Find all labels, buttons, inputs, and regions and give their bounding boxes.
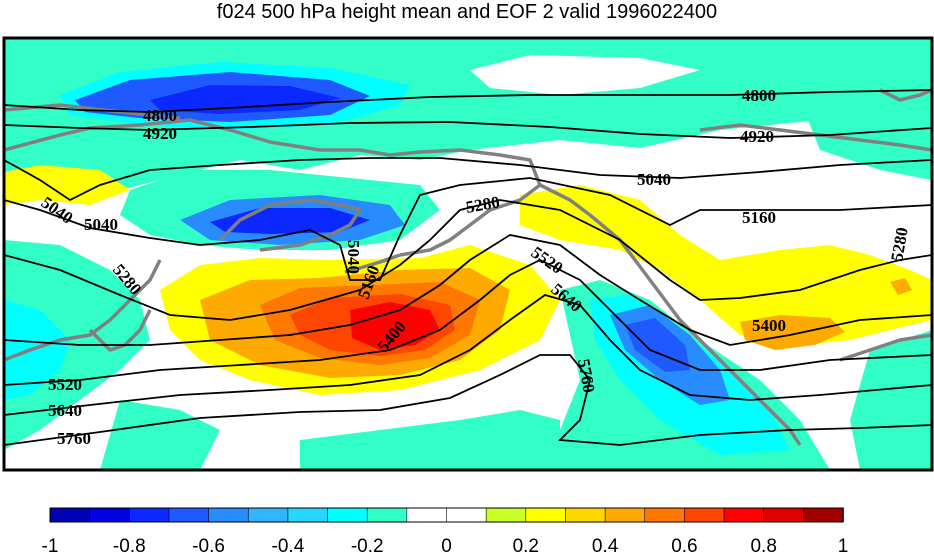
contour-5760 <box>4 354 932 446</box>
label-5760-west: 5760 <box>57 429 91 448</box>
colorbar-swatch <box>644 507 686 523</box>
colorbar-swatch <box>208 507 250 523</box>
colorbar-swatch <box>565 507 606 523</box>
contour-5400 <box>4 234 932 346</box>
shade-cyan-sw-2 <box>100 400 220 470</box>
colorbar: -1 -0.8 -0.6 -0.4 -0.2 0 0.2 0.4 0.6 0.8 1 <box>42 507 849 557</box>
label-5400-east: 5400 <box>752 316 786 335</box>
colorbar-tick-label: 1 <box>838 536 849 557</box>
colorbar-tick-label: 0.4 <box>592 536 619 557</box>
label-4800-west: 4800 <box>143 106 177 125</box>
contour-5280 <box>4 199 932 321</box>
colorbar-swatches <box>49 507 844 523</box>
colorbar-swatch <box>247 507 289 523</box>
colorbar-swatch <box>485 507 527 523</box>
label-5520-west: 5520 <box>48 375 82 394</box>
contour-5040 <box>4 157 932 202</box>
label-5160-east: 5160 <box>742 208 776 227</box>
coastline-se-us <box>839 333 932 362</box>
shade-cyan-east <box>850 330 932 470</box>
coastline-north-america <box>539 183 802 446</box>
colorbar-swatch <box>723 507 765 523</box>
colorbar-swatch <box>366 507 408 523</box>
colorbar-tick-label: -0.6 <box>192 536 225 557</box>
label-5040-east: 5040 <box>637 170 671 189</box>
label-4800-east: 4800 <box>742 86 776 105</box>
colorbar-swatch <box>49 507 91 523</box>
contour-5160 <box>4 177 932 281</box>
colorbar-tick-label: 0.6 <box>671 536 697 557</box>
shade-white-north <box>470 55 700 95</box>
shade-yellow-ne <box>520 185 932 345</box>
label-5040-west: 5040 <box>84 215 118 234</box>
label-5040-rotated-center: 5040 <box>344 240 363 274</box>
colorbar-swatch <box>406 507 448 523</box>
colorbar-swatch <box>327 507 368 523</box>
map-frame <box>2 36 934 472</box>
contour-5640 <box>4 294 932 416</box>
colorbar-tick-label: -0.8 <box>113 536 146 557</box>
colorbar-swatch <box>287 507 329 523</box>
shade-dark-red-center <box>350 302 440 350</box>
colorbar-swatch <box>684 507 725 523</box>
shade-orange-ne <box>740 315 845 350</box>
shade-orange-ne-2 <box>890 278 912 295</box>
colorbar-swatch <box>525 507 567 523</box>
label-4920-east: 4920 <box>740 127 774 146</box>
shade-cyan-south <box>300 410 560 470</box>
colorbar-swatch <box>129 507 170 523</box>
colorbar-swatch <box>803 507 844 523</box>
shade-cyan-ne-top <box>800 90 932 180</box>
coastline-asia <box>4 118 421 157</box>
contour-4920 <box>4 121 932 139</box>
shade-navy-north <box>150 85 340 114</box>
colorbar-frame <box>49 507 844 523</box>
coastline-hudson <box>879 88 932 102</box>
map-area: 4800 4800 4920 4920 5040 5040 5040 5040 … <box>4 38 932 470</box>
label-4920-west: 4920 <box>143 124 177 143</box>
colorbar-swatch <box>89 507 131 523</box>
colorbar-tick-label: -0.4 <box>272 536 305 557</box>
shade-yellow-west <box>4 165 130 205</box>
eof-shading <box>4 38 932 470</box>
colorbar-tick-labels: -1 -0.8 -0.6 -0.4 -0.2 0 0.2 0.4 0.6 0.8 1 <box>42 536 849 557</box>
label-5640-west: 5640 <box>48 401 82 420</box>
coastline-japan <box>88 309 152 352</box>
colorbar-swatch <box>446 507 487 523</box>
colorbar-tick-label: -0.2 <box>351 536 384 557</box>
colorbar-tick-label: 0.8 <box>750 536 776 557</box>
coastline-east-asia <box>4 259 162 362</box>
colorbar-tick-label: 0 <box>441 536 452 557</box>
height-contours <box>4 89 932 446</box>
colorbar-swatch <box>168 507 210 523</box>
colorbar-tick-label: 0.2 <box>513 536 539 557</box>
coastline-alaska <box>399 148 542 257</box>
map-title: f024 500 hPa height mean and EOF 2 valid… <box>216 1 718 23</box>
shade-navy-se <box>625 318 690 372</box>
colorbar-swatch <box>604 507 646 523</box>
colorbar-swatch <box>763 507 805 523</box>
contour-5520 <box>4 258 932 386</box>
coastline-kamchatka <box>218 198 362 252</box>
colorbar-tick-label: -1 <box>42 536 59 557</box>
contour-4800 <box>4 89 932 113</box>
shade-light-blue-sw <box>4 300 70 400</box>
